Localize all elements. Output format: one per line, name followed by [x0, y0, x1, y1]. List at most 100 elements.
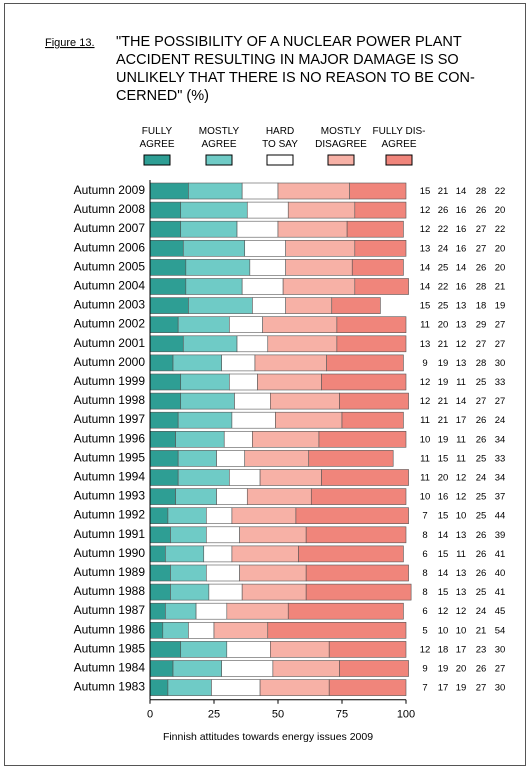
- value-label: 17: [456, 415, 467, 426]
- value-label: 11: [420, 320, 430, 331]
- value-label: 40: [495, 568, 506, 579]
- category-label: Autumn 1994: [74, 470, 146, 484]
- bar-segment: [252, 430, 320, 448]
- bar-segment: [149, 335, 184, 353]
- value-label: 12: [456, 606, 467, 617]
- value-label: 13: [456, 320, 467, 331]
- bar-row: Autumn 2008 12 26 16 26 20: [74, 201, 505, 219]
- category-label: Autumn 2004: [74, 279, 146, 293]
- bar-segment: [206, 526, 240, 544]
- bar-segment: [241, 278, 284, 295]
- value-label: 21: [438, 396, 449, 407]
- bar-segment: [167, 679, 212, 696]
- value-label: 27: [495, 320, 506, 331]
- value-label: 13: [456, 301, 467, 312]
- bar-segment: [180, 373, 230, 391]
- bar-segment: [149, 354, 174, 372]
- value-label: 27: [476, 224, 487, 235]
- category-label: Autumn 1998: [74, 393, 146, 407]
- bar-segment: [149, 182, 189, 200]
- value-label: 34: [495, 473, 506, 484]
- value-label: 16: [456, 243, 467, 254]
- bar-segment: [149, 621, 164, 639]
- bar-segment: [354, 278, 409, 295]
- value-label: 20: [495, 262, 506, 273]
- bar-segment: [259, 469, 322, 486]
- value-label: 21: [438, 415, 449, 426]
- bar-segment: [185, 259, 251, 276]
- value-label: 21: [476, 625, 487, 636]
- value-label: 26: [476, 530, 487, 541]
- figure-footer: Finnish attitudes towards energy issues …: [163, 731, 373, 743]
- value-label: 14: [456, 262, 467, 273]
- bar-segment: [149, 660, 174, 677]
- figure-label: Figure 13.: [45, 37, 95, 49]
- bar-segment: [305, 564, 409, 582]
- bar-segment: [239, 564, 307, 582]
- category-label: Autumn 2008: [74, 202, 146, 216]
- value-label: 21: [438, 339, 449, 350]
- bar-segment: [188, 621, 215, 639]
- bar-segment: [331, 297, 381, 314]
- bar-segment: [246, 488, 312, 505]
- value-label: 23: [476, 644, 487, 655]
- bar-segment: [182, 335, 238, 353]
- category-label: Autumn 2002: [74, 317, 146, 331]
- chart-title: "THE POSSIBILITY OF A NUCLEAR POWER PLAN…: [116, 34, 479, 104]
- value-label: 14: [438, 568, 449, 579]
- value-label: 13: [420, 243, 431, 254]
- legend-swatch: [205, 154, 233, 166]
- bar-segment: [149, 679, 169, 696]
- title-line: ACCIDENT RESULTING IN MAJOR DAMAGE IS SO: [116, 52, 459, 68]
- category-label: Autumn 1992: [74, 508, 146, 522]
- value-label: 25: [476, 453, 487, 464]
- bar-segment: [149, 201, 182, 219]
- bar-row: Autumn 1983 7 17 19 27 30: [74, 679, 505, 696]
- value-label: 10: [438, 625, 449, 636]
- bar-segment: [208, 583, 243, 601]
- value-label: 27: [495, 339, 506, 350]
- value-label: 27: [476, 339, 487, 350]
- value-label: 22: [438, 224, 449, 235]
- legend-label: DISAGREE: [315, 139, 367, 150]
- value-label: 14: [456, 396, 467, 407]
- value-label: 15: [438, 549, 449, 560]
- value-label: 6: [422, 549, 427, 560]
- bar-segment: [305, 526, 407, 544]
- category-label: Autumn 2009: [74, 183, 146, 197]
- bar-segment: [149, 583, 171, 601]
- bar-row: Autumn 2000 9 19 13 28 30: [74, 354, 505, 372]
- value-label: 34: [495, 434, 506, 445]
- bar-segment: [241, 583, 307, 601]
- value-label: 30: [495, 644, 506, 655]
- bar-segment: [165, 545, 205, 563]
- bar-segment: [231, 545, 299, 563]
- bar-segment: [339, 660, 409, 677]
- bar-row: Autumn 1987 6 12 12 24 45: [74, 602, 505, 620]
- category-label: Autumn 1993: [74, 489, 146, 503]
- value-label: 5: [422, 625, 427, 636]
- bar-row: Autumn 1986 5 10 10 21 54: [74, 621, 505, 639]
- bar-segment: [257, 373, 322, 391]
- bar-segment: [270, 641, 330, 658]
- category-label: Autumn 1989: [74, 565, 146, 579]
- value-label: 19: [438, 434, 449, 445]
- bar-segment: [328, 679, 407, 696]
- bar-row: Autumn 2004 14 22 16 28 21: [74, 278, 506, 295]
- legend-swatch: [385, 154, 413, 166]
- bar-segment: [275, 411, 343, 429]
- bar-segment: [236, 220, 279, 238]
- category-label: Autumn 1987: [74, 603, 146, 617]
- category-label: Autumn 1984: [74, 661, 146, 675]
- bar-segment: [175, 430, 225, 448]
- bar-segment: [177, 450, 217, 467]
- bar-segment: [349, 182, 407, 200]
- bar-segment: [328, 641, 407, 658]
- value-label: 11: [456, 453, 466, 464]
- value-label: 21: [495, 282, 506, 293]
- value-label: 13: [456, 587, 467, 598]
- figure-frame: [4, 3, 526, 766]
- bar-segment: [354, 201, 407, 219]
- bar-segment: [180, 392, 235, 410]
